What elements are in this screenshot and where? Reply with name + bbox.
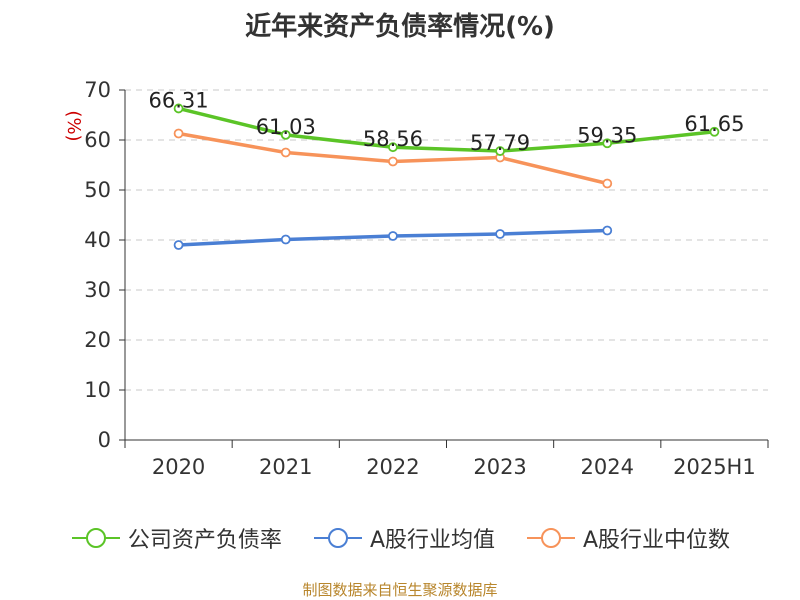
series <box>173 103 720 250</box>
data-point <box>173 240 184 250</box>
data-point <box>280 147 291 158</box>
legend-marker-icon <box>313 528 362 548</box>
data-label: 57.79 <box>470 131 530 155</box>
data-point <box>280 129 291 140</box>
data-point <box>388 231 398 241</box>
y-axis-label: (%) <box>63 110 84 141</box>
source-note: 制图数据来自恒生聚源数据库 <box>302 581 498 599</box>
data-point <box>388 156 398 167</box>
y-tick-label: 40 <box>84 228 111 252</box>
data-point <box>280 234 291 245</box>
y-tick-label: 30 <box>84 278 111 302</box>
y-tick-label: 60 <box>84 128 111 152</box>
data-point <box>709 126 720 137</box>
legend: 公司资产负债率 A股行业均值 A股行业中位数 <box>0 520 800 556</box>
chart-title: 近年来资产负债率情况(%) <box>245 12 555 42</box>
data-label: 66.31 <box>149 88 209 112</box>
x-tick-label: 2020 <box>152 455 205 479</box>
series-line <box>176 106 717 153</box>
data-point <box>602 138 613 149</box>
legend-marker-icon <box>527 528 575 548</box>
legend-label: 公司资产负债率 <box>127 528 282 553</box>
data-label: 61.03 <box>256 115 316 139</box>
data-point <box>495 229 505 239</box>
data-point <box>388 142 398 153</box>
y-tick-label: 50 <box>84 178 111 202</box>
y-tick-label: 10 <box>84 378 111 402</box>
legend-circle <box>85 528 106 548</box>
data-point <box>173 128 184 139</box>
x-tick-label: 2025H1 <box>673 455 756 479</box>
legend-label: A股行业均值 <box>369 528 495 553</box>
legend-item[interactable]: A股行业均值 <box>312 522 495 554</box>
y-tick-label: 20 <box>84 328 111 352</box>
axes: 0 10 20 30 40 50 60 70 2020 2021 2022 2023 2024 2025H… <box>84 78 769 479</box>
x-tick-label: 2021 <box>259 455 312 479</box>
x-tick-label: 2024 <box>581 455 634 479</box>
legend-item[interactable]: 公司资产负债率 <box>70 522 282 554</box>
data-label: 59.35 <box>577 123 637 147</box>
data-point <box>602 178 613 189</box>
y-tick-label: 70 <box>84 78 111 102</box>
data-label: 61.65 <box>684 112 744 136</box>
x-tick-label: 2023 <box>473 455 526 479</box>
data-point <box>602 225 613 236</box>
y-tick-label: 0 <box>98 428 111 452</box>
data-labels: 66.31 61.03 58.56 57.79 59.35 61.65 <box>149 88 745 155</box>
legend-item[interactable]: A股行业中位数 <box>525 522 730 554</box>
data-point <box>173 103 184 114</box>
data-point <box>495 146 505 156</box>
x-tick-label: 2022 <box>366 455 419 479</box>
legend-circle <box>541 528 561 548</box>
legend-marker-icon <box>71 528 120 548</box>
legend-label: A股行业中位数 <box>583 528 731 553</box>
data-label: 58.56 <box>363 127 423 151</box>
grid-lines <box>125 89 768 391</box>
legend-circle <box>327 528 348 548</box>
